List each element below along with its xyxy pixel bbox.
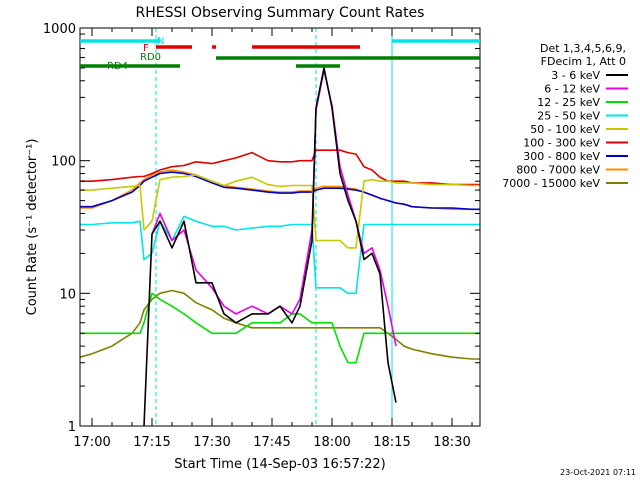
legend-label-3: 25 - 50 keV xyxy=(537,110,600,123)
axes: 17:00 17:15 17:30 17:45 18:00 18:15 18:30 1 10 10… xyxy=(43,22,480,450)
legend-header-1: FDecim 1, Att 0 xyxy=(541,55,626,68)
flag-label-rd0: RD0 xyxy=(140,52,161,63)
legend-label-0: 3 - 6 keV xyxy=(551,69,600,82)
series-line-3 xyxy=(80,215,480,295)
x-tick-label-5: 18:15 xyxy=(373,435,410,450)
y-axis-label: Count Rate (s⁻¹ detector⁻¹) xyxy=(25,139,40,316)
legend: Det 1,3,4,5,6,9,FDecim 1, Att 03 - 6 keV… xyxy=(502,42,628,190)
series-line-6 xyxy=(80,171,480,211)
series-line-5 xyxy=(80,149,480,186)
legend-label-6: 300 - 800 keV xyxy=(523,150,600,163)
legend-label-5: 100 - 300 keV xyxy=(523,137,600,150)
flag-label-n: N xyxy=(157,36,164,47)
y-tick-label-1: 10 xyxy=(59,287,76,302)
plot-area xyxy=(79,28,481,427)
series-line-4 xyxy=(80,174,480,249)
flag-label-rd4: RD4 xyxy=(107,61,128,72)
plot-frame xyxy=(79,27,481,427)
x-tick-label-0: 17:00 xyxy=(73,435,110,450)
x-tick-label-3: 17:45 xyxy=(253,435,290,450)
flag-label-f: F xyxy=(143,43,149,54)
legend-label-4: 50 - 100 keV xyxy=(530,123,600,136)
legend-label-8: 7000 - 15000 keV xyxy=(502,177,600,190)
x-tick-label-6: 18:30 xyxy=(433,435,470,450)
y-tick-label-0: 1 xyxy=(68,420,76,435)
y-tick-label-2: 100 xyxy=(51,155,76,170)
legend-label-7: 800 - 7000 keV xyxy=(516,164,600,177)
x-tick-label-4: 18:00 xyxy=(313,435,350,450)
series-line-0 xyxy=(143,67,397,427)
legend-label-2: 12 - 25 keV xyxy=(537,96,600,109)
legend-header-0: Det 1,3,4,5,6,9, xyxy=(540,42,626,55)
x-tick-label-1: 17:15 xyxy=(133,435,170,450)
series-line-8 xyxy=(79,289,480,360)
legend-label-1: 6 - 12 keV xyxy=(544,83,600,96)
x-tick-label-2: 17:30 xyxy=(193,435,230,450)
x-axis-label: Start Time (14-Sep-03 16:57:22) xyxy=(174,457,385,472)
chart-title: RHESSI Observing Summary Count Rates xyxy=(136,5,425,21)
y-tick-label-3: 1000 xyxy=(43,22,76,37)
series-line-1 xyxy=(151,69,397,347)
timestamp-label: 23-Oct-2021 07:11 xyxy=(560,468,636,477)
series-line-2 xyxy=(80,292,480,364)
